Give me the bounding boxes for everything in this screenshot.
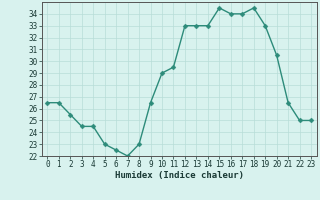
X-axis label: Humidex (Indice chaleur): Humidex (Indice chaleur) xyxy=(115,171,244,180)
